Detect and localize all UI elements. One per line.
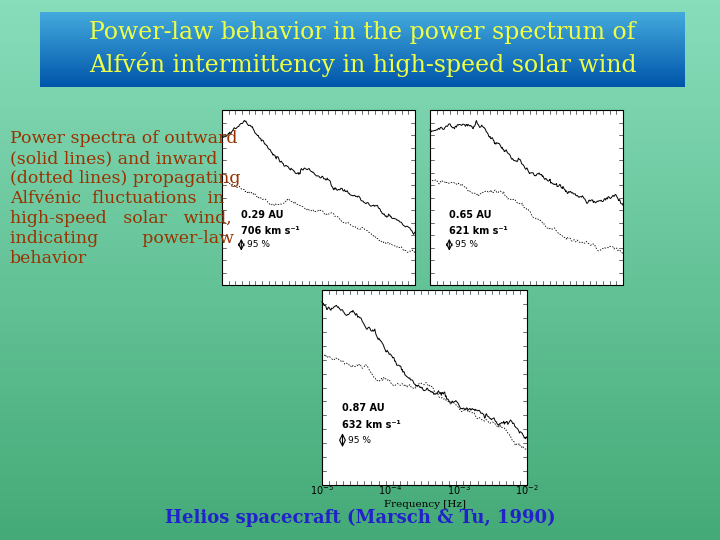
- Text: 0.65 AU: 0.65 AU: [449, 211, 492, 220]
- Text: (solid lines) and inward: (solid lines) and inward: [10, 150, 217, 167]
- Bar: [430, 110, 623, 285]
- Text: Alfvén intermittency in high-speed solar wind: Alfvén intermittency in high-speed solar…: [89, 52, 636, 77]
- Text: Alfvénic  fluctuations  in: Alfvénic fluctuations in: [10, 190, 224, 207]
- Text: $10^{-2}$: $10^{-2}$: [515, 483, 539, 497]
- Bar: [222, 110, 415, 285]
- Text: 0.29 AU: 0.29 AU: [241, 211, 284, 220]
- Text: 0.87 AU: 0.87 AU: [343, 403, 385, 413]
- Text: Power-law behavior in the power spectrum of: Power-law behavior in the power spectrum…: [89, 22, 636, 44]
- Text: 95 %: 95 %: [247, 240, 270, 249]
- Text: 621 km s⁻¹: 621 km s⁻¹: [449, 226, 508, 237]
- Text: 95 %: 95 %: [348, 436, 372, 444]
- Text: (dotted lines) propagating: (dotted lines) propagating: [10, 170, 240, 187]
- Text: $10^{-4}$: $10^{-4}$: [378, 483, 402, 497]
- Text: $10^{-5}$: $10^{-5}$: [310, 483, 334, 497]
- Bar: [322, 290, 527, 485]
- Text: high-speed   solar   wind,: high-speed solar wind,: [10, 210, 232, 227]
- Text: Frequency [Hz]: Frequency [Hz]: [384, 500, 466, 509]
- Text: Power spectra of outward: Power spectra of outward: [10, 130, 238, 147]
- Text: 706 km s⁻¹: 706 km s⁻¹: [241, 226, 300, 237]
- Text: Helios spacecraft (Marsch & Tu, 1990): Helios spacecraft (Marsch & Tu, 1990): [165, 509, 555, 527]
- Text: 632 km s⁻¹: 632 km s⁻¹: [343, 421, 401, 430]
- Text: 95 %: 95 %: [455, 240, 478, 249]
- Text: $10^{-3}$: $10^{-3}$: [446, 483, 471, 497]
- Text: indicating        power-law: indicating power-law: [10, 230, 234, 247]
- Text: behavior: behavior: [10, 250, 87, 267]
